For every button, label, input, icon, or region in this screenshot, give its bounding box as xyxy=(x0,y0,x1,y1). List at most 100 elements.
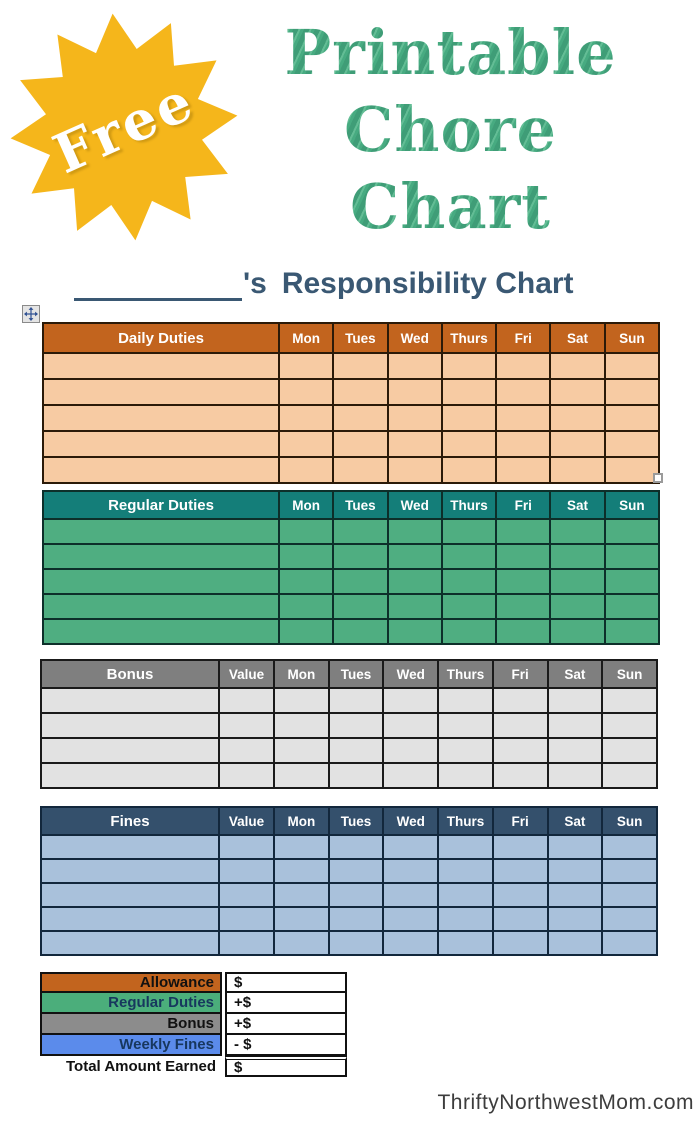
empty-cell xyxy=(495,404,552,432)
empty-cell xyxy=(332,430,389,458)
empty-cell xyxy=(491,762,549,789)
day-column-header: Mon xyxy=(273,806,330,836)
empty-cell xyxy=(382,737,440,764)
empty-cell xyxy=(386,430,443,458)
empty-cell xyxy=(42,518,280,545)
empty-cell xyxy=(603,352,661,380)
empty-cell xyxy=(332,543,389,570)
empty-cell xyxy=(546,712,604,739)
empty-cell xyxy=(382,762,440,789)
empty-cell xyxy=(386,568,443,595)
empty-cell xyxy=(601,858,658,884)
empty-cell xyxy=(277,593,335,620)
day-column-header: Fri xyxy=(495,490,552,520)
empty-cell xyxy=(277,618,335,645)
regular-table-title: Regular Duties xyxy=(42,490,280,520)
empty-cell xyxy=(382,930,440,956)
empty-cell xyxy=(277,518,335,545)
empty-cell xyxy=(546,882,604,908)
empty-cell xyxy=(549,378,606,406)
empty-cell xyxy=(603,430,661,458)
day-column-header: Tues xyxy=(327,806,385,836)
empty-cell xyxy=(437,858,494,884)
day-column-header: Thurs xyxy=(440,490,498,520)
empty-cell xyxy=(218,858,275,884)
empty-cell xyxy=(601,834,658,860)
empty-cell xyxy=(332,568,389,595)
empty-cell xyxy=(327,737,385,764)
day-column-header: Tues xyxy=(332,490,389,520)
summary-value-regular-duties: +$ xyxy=(225,993,347,1014)
empty-cell xyxy=(40,906,220,932)
empty-cell xyxy=(549,568,606,595)
empty-cell xyxy=(437,882,494,908)
empty-cell xyxy=(332,352,389,380)
empty-cell xyxy=(273,930,330,956)
empty-cell xyxy=(277,456,335,484)
empty-cell xyxy=(440,568,498,595)
summary-label-weekly-fines: Weekly Fines xyxy=(40,1035,222,1056)
empty-cell xyxy=(42,568,280,595)
empty-cell xyxy=(440,618,498,645)
summary-label-bonus: Bonus xyxy=(40,1014,222,1035)
empty-cell xyxy=(437,762,494,789)
empty-cell xyxy=(495,593,552,620)
empty-cell xyxy=(495,456,552,484)
empty-cell xyxy=(218,737,275,764)
day-column-header: Fri xyxy=(495,322,552,354)
empty-cell xyxy=(603,518,661,545)
day-column-header: Sat xyxy=(549,322,606,354)
empty-cell xyxy=(42,618,280,645)
empty-cell xyxy=(40,687,220,714)
empty-cell xyxy=(495,618,552,645)
day-column-header: Thurs xyxy=(437,659,494,689)
empty-cell xyxy=(42,404,280,432)
empty-cell xyxy=(440,518,498,545)
empty-cell xyxy=(440,543,498,570)
empty-cell xyxy=(327,858,385,884)
empty-cell xyxy=(382,712,440,739)
empty-cell xyxy=(495,568,552,595)
day-column-header: Sun xyxy=(601,659,658,689)
day-column-header: Sat xyxy=(546,659,604,689)
empty-cell xyxy=(382,906,440,932)
empty-cell xyxy=(495,518,552,545)
move-icon xyxy=(24,307,38,321)
empty-cell xyxy=(277,352,335,380)
empty-cell xyxy=(40,762,220,789)
title-line-2: Chore xyxy=(278,91,623,168)
empty-cell xyxy=(546,834,604,860)
empty-cell xyxy=(549,352,606,380)
empty-cell xyxy=(601,906,658,932)
table-resize-handle xyxy=(653,473,663,483)
empty-cell xyxy=(382,834,440,860)
empty-cell xyxy=(491,737,549,764)
empty-cell xyxy=(327,687,385,714)
empty-cell xyxy=(601,930,658,956)
empty-cell xyxy=(273,712,330,739)
summary-value-weekly-fines: - $ xyxy=(225,1035,347,1056)
empty-cell xyxy=(491,687,549,714)
daily-table-title: Daily Duties xyxy=(42,322,280,354)
empty-cell xyxy=(382,687,440,714)
empty-cell xyxy=(546,737,604,764)
empty-cell xyxy=(273,858,330,884)
empty-cell xyxy=(386,456,443,484)
daily-duties-table: Daily Duties Mon Tues Wed Thurs Fri Sat Sun xyxy=(42,322,661,484)
empty-cell xyxy=(491,930,549,956)
empty-cell xyxy=(386,593,443,620)
empty-cell xyxy=(437,712,494,739)
empty-cell xyxy=(601,762,658,789)
day-column-header: Fri xyxy=(491,806,549,836)
day-column-header: Tues xyxy=(327,659,385,689)
empty-cell xyxy=(601,712,658,739)
summary-table: Allowance $ Regular Duties +$ Bonus +$ Weekly … xyxy=(40,972,347,1077)
bonus-table: Bonus Value Mon Tues Wed Thurs Fri Sat Sun xyxy=(40,659,658,789)
value-column-header: Value xyxy=(218,659,275,689)
empty-cell xyxy=(386,543,443,570)
empty-cell xyxy=(218,930,275,956)
empty-cell xyxy=(495,543,552,570)
empty-cell xyxy=(218,762,275,789)
day-column-header: Mon xyxy=(277,490,335,520)
empty-cell xyxy=(601,687,658,714)
